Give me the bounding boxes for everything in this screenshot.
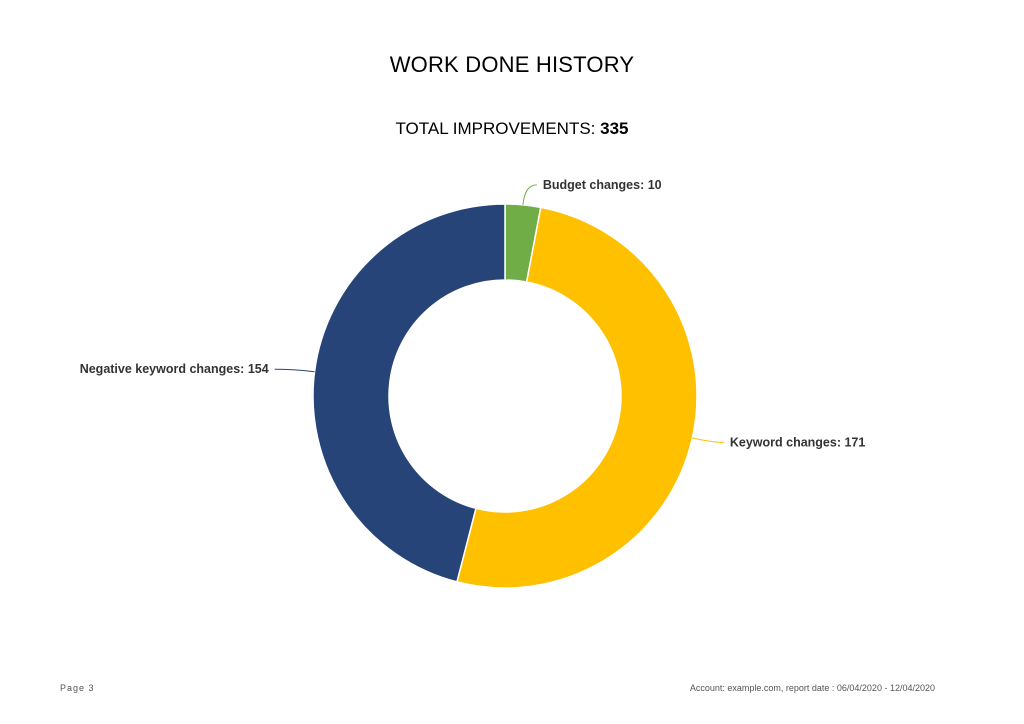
slice-keyword-changes [455,206,698,589]
total-improvements: TOTAL IMPROVEMENTS: 335 [0,119,1024,139]
data-label-budget-changes: Budget changes: 10 [543,178,662,192]
page-title: WORK DONE HISTORY [389,52,635,77]
page-number: Page 3 [60,683,95,693]
connector-negative-keyword-changes [274,368,315,373]
connector-keyword-changes [692,437,724,443]
data-label-negative-keyword-changes: Negative keyword changes: 154 [80,362,269,376]
connector-budget-changes [522,184,537,205]
slice-negative-keyword-changes [312,203,506,583]
total-improvements-value: 335 [600,119,629,138]
data-label-keyword-changes: Keyword changes: 171 [730,435,866,449]
report-info: Account: example.com, report date : 06/0… [689,683,935,693]
total-improvements-label: TOTAL IMPROVEMENTS: [395,119,596,138]
